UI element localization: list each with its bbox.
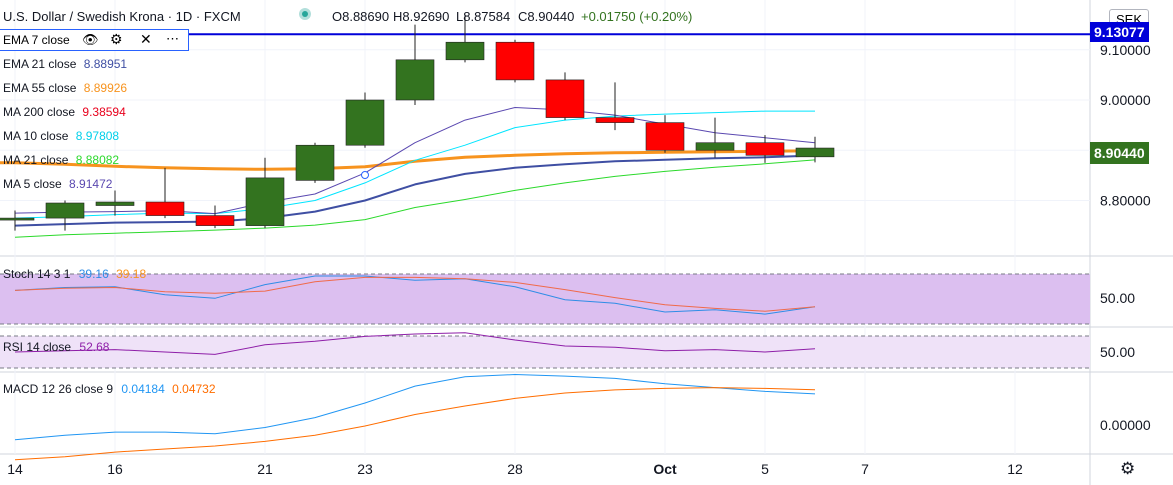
legend-value: 8.91472 [69,177,113,191]
candle-body [695,142,735,151]
macd-legend[interactable]: MACD 12 26 close 9 0.04184 0.04732 [3,382,216,396]
legend-value: 8.97808 [75,129,120,143]
legend-name: MA 200 close [3,105,76,119]
rsi-band [0,336,1090,368]
candle-body [395,59,435,101]
macd-line [14,373,816,441]
change-value: +0.01750 (+0.20%) [581,9,693,24]
close-icon[interactable]: ✕ [140,31,152,47]
time-axis[interactable]: 14 16 21 23 28 Oct 5 7 12 [7,461,1023,477]
market-status-icon [299,8,311,20]
pane-axis-label: 0.00000 [1100,417,1151,433]
symbol-title[interactable]: U.S. Dollar / Swedish Krona · 1D · FXCM [3,9,241,24]
price-tick-label: 8.80000 [1100,193,1151,209]
candle-body [645,122,685,151]
stoch-legend[interactable]: Stoch 14 3 1 39.16 39.18 [3,267,146,281]
candle-body [795,147,835,158]
price-axis[interactable]: 9.10000 9.00000 8.80000 50.00 50.00 0.00000 [1100,42,1151,433]
ema7-marker [361,171,369,179]
legend-ema21[interactable]: EMA 21 close 8.88951 [0,57,127,71]
stoch-d-line [14,276,816,312]
time-tick-label: 12 [1007,461,1023,477]
pane-axis-label: 50.00 [1100,344,1135,360]
legend-name: MA 21 close [3,153,69,167]
stoch-label: Stoch 14 3 1 [3,267,71,281]
time-tick-label: 21 [257,461,273,477]
rsi-label: RSI 14 close [3,340,72,354]
legend-ema55[interactable]: EMA 55 close 8.89926 [0,81,127,95]
high-value: H8.92690 [393,9,450,24]
stoch-k-line [14,275,816,315]
last-price-tag: 8.90440 [1090,142,1149,164]
time-tick-label: 7 [861,461,869,477]
macd-signal-value: 0.04732 [172,382,216,396]
legend-value: 8.89926 [83,81,128,95]
candle-body [445,41,485,61]
moving-average-lines [0,107,816,238]
legend-ma21[interactable]: MA 21 close 8.88082 [0,153,119,167]
ma-line-ema-55-close [0,149,816,171]
candle-body [0,217,35,221]
rsi-line [14,332,816,355]
macd-label: MACD 12 26 close 9 [3,382,114,396]
legend-value: 8.88951 [83,57,128,71]
symbol-header: U.S. Dollar / Swedish Krona · 1D · FXCM … [0,0,1090,30]
legend-value: 9.38594 [82,105,126,119]
candle-body [295,144,335,181]
more-icon[interactable]: ⋯ [166,31,179,46]
ma-line-ma-21-close [14,159,816,238]
candle-body [545,79,585,118]
pane-axis-label: 50.00 [1100,290,1135,306]
legend-ma10[interactable]: MA 10 close 8.97808 [0,129,119,143]
candle-body [745,142,785,156]
settings-gear-icon[interactable]: ⚙ [1120,459,1136,478]
price-tick-label: 9.00000 [1100,92,1151,108]
candles [0,14,835,231]
legend-name: EMA 55 close [3,81,77,95]
legend-name: MA 10 close [3,129,69,143]
gear-icon[interactable]: ⚙ [110,31,123,47]
rsi-value: 52.68 [79,340,110,354]
legend-ema7[interactable]: EMA 7 close 👁 ⚙ ✕ ⋯ [0,29,189,51]
time-tick-label: Oct [653,461,677,477]
macd-signal-line [14,387,816,461]
indicator-backgrounds [0,273,1090,369]
candle-body [345,99,385,146]
candle-body [95,201,135,206]
ma-line-ema-21-close [14,154,816,227]
time-tick-label: 16 [107,461,123,477]
time-tick-label: 14 [7,461,23,477]
candle-body [595,117,635,123]
candle-body [195,215,235,226]
indicator-lines [14,275,816,461]
time-tick-label: 23 [357,461,373,477]
candle-body [45,202,85,219]
candle-body [145,201,185,216]
legend-name: MA 5 close [3,177,62,191]
stoch-band [0,274,1090,324]
legend-name: EMA 7 close [3,33,70,47]
macd-value: 0.04184 [121,382,165,396]
open-value: O8.88690 [332,9,390,24]
rsi-legend[interactable]: RSI 14 close 52.68 [3,340,109,354]
candle-body [495,41,535,81]
time-tick-label: 5 [761,461,769,477]
legend-ma200[interactable]: MA 200 close 9.38594 [0,105,126,119]
legend-name: EMA 21 close [3,57,77,71]
close-value: C8.90440 [518,9,575,24]
hline-price-tag: 9.13077 [1090,22,1149,42]
eye-icon[interactable]: 👁 [82,32,99,47]
legend-ma5[interactable]: MA 5 close 8.91472 [0,177,112,191]
time-tick-label: 28 [507,461,523,477]
candle-body [245,177,285,226]
ma-line-ma-10-close [14,110,815,219]
stoch-k-value: 39.16 [78,267,109,281]
low-value: L8.87584 [456,9,511,24]
legend-value: 8.88082 [75,153,120,167]
stoch-d-value: 39.18 [116,267,147,281]
price-tick-label: 9.10000 [1100,42,1151,58]
